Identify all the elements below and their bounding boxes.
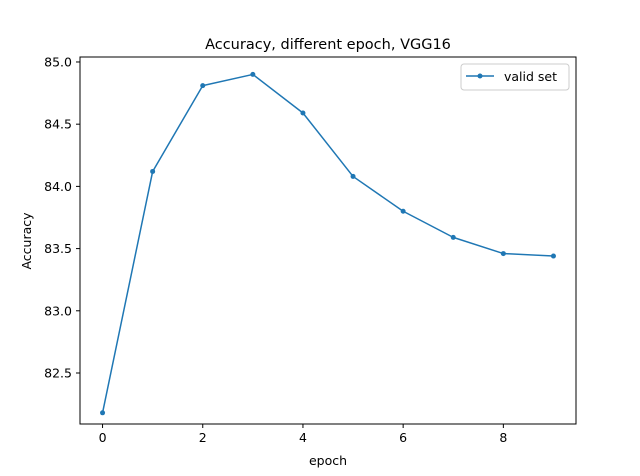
data-point [550, 253, 556, 259]
data-point [450, 234, 456, 240]
series-line-valid-set [101, 73, 555, 414]
axes-frame [79, 56, 577, 425]
data-point [250, 71, 256, 77]
y-axis-label: Accuracy [19, 212, 34, 270]
x-tick-label: 2 [199, 430, 207, 445]
x-tick-label: 4 [299, 430, 307, 445]
y-tick-label: 83.5 [44, 241, 72, 256]
data-point [200, 83, 206, 89]
data-point [300, 110, 306, 116]
x-tick-label: 8 [499, 430, 507, 445]
y-tick-label: 83.0 [44, 303, 72, 318]
legend-label-valid-set: valid set [504, 69, 557, 84]
data-point [400, 208, 406, 214]
legend: valid set [460, 63, 570, 91]
x-tick-label: 0 [99, 430, 107, 445]
legend-box [460, 63, 570, 91]
x-axis-label: epoch [309, 453, 347, 468]
y-tick-label: 85.0 [44, 54, 72, 69]
y-tick-label: 84.0 [44, 179, 72, 194]
data-point [150, 168, 156, 174]
data-point [350, 173, 356, 179]
data-point [500, 251, 506, 257]
plot-area [100, 71, 556, 416]
y-tick-label: 84.5 [44, 117, 72, 132]
y-axis: 82.5 83.0 83.5 84.0 84.5 85.0 [44, 54, 80, 380]
data-point [100, 410, 106, 416]
x-tick-label: 6 [399, 430, 407, 445]
y-tick-label: 82.5 [44, 365, 72, 380]
x-axis: 0 2 4 6 8 [99, 424, 507, 445]
chart-title: Accuracy, different epoch, VGG16 [205, 37, 451, 53]
legend-marker-valid-set [477, 73, 483, 79]
